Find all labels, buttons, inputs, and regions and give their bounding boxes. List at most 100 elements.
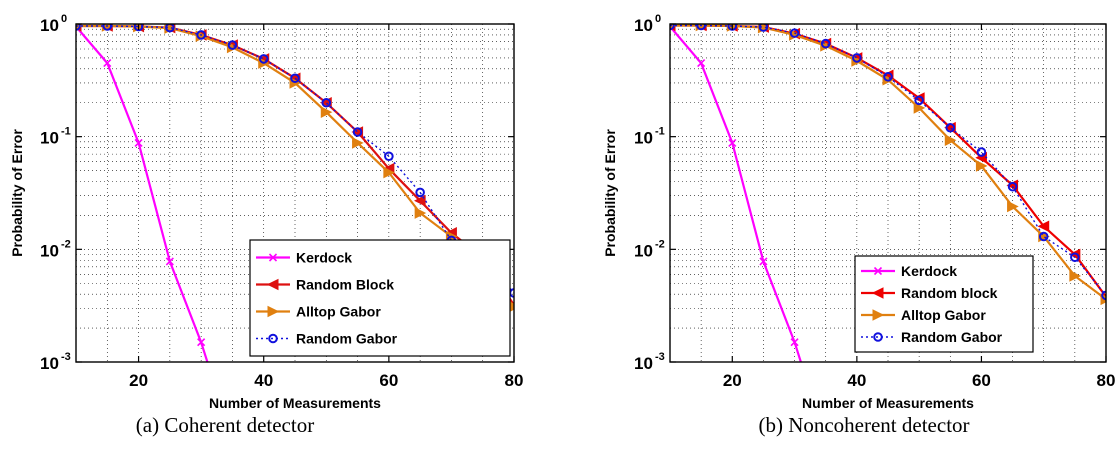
y-tick-label: 10: [634, 129, 653, 148]
x-tick-label: 80: [1097, 371, 1116, 390]
axes-frame: [669, 23, 1107, 363]
data-point: [822, 437, 829, 444]
y-tick-label: 10: [634, 241, 653, 260]
legend-marker: [268, 253, 278, 262]
data-point: [229, 437, 236, 444]
data-point: [383, 166, 395, 179]
data-point: [258, 54, 269, 64]
data-point: [976, 147, 987, 157]
data-point: [790, 338, 799, 347]
legend-label: Kerdock: [901, 263, 957, 279]
data-point: [196, 30, 206, 40]
data-point: [820, 38, 831, 49]
data-point: [320, 106, 333, 118]
y-tick-label: 10: [40, 354, 59, 373]
data-point: [384, 151, 394, 162]
data-point: [1007, 181, 1018, 192]
data-point: [76, 24, 81, 31]
x-tick-label: 60: [972, 371, 991, 390]
legend-label: Random block: [901, 285, 998, 301]
y-tick-exponent: -3: [61, 351, 71, 363]
data-point: [759, 257, 768, 266]
data-point: [728, 138, 737, 147]
x-tick-label: 40: [254, 371, 273, 390]
x-tick-label: 60: [379, 371, 398, 390]
x-axis-label: Number of Measurements: [802, 395, 974, 411]
legend-marker: [267, 305, 280, 318]
y-tick-label: 10: [40, 129, 59, 148]
y-tick-exponent: -3: [655, 351, 665, 363]
legend-marker: [871, 287, 884, 299]
data-point: [76, 24, 83, 30]
data-point: [1037, 220, 1050, 233]
data-point: [414, 194, 426, 207]
data-point: [1007, 200, 1019, 213]
y-tick-exponent: -2: [61, 238, 71, 250]
data-point: [697, 59, 706, 68]
figure-caption: (b) Noncoherent detector: [758, 413, 969, 437]
data-point: [914, 95, 924, 106]
series-group: [670, 24, 1106, 444]
data-point: [1069, 270, 1081, 282]
data-point: [134, 138, 143, 147]
data-point: [321, 97, 332, 108]
y-tick-label: 10: [634, 354, 653, 373]
data-point: [415, 187, 425, 198]
legend-label: Random Gabor: [901, 329, 1003, 345]
y-tick-label: 10: [40, 16, 59, 35]
y-tick-exponent: -2: [655, 238, 665, 250]
data-point: [1070, 252, 1080, 263]
data-point: [414, 207, 427, 219]
data-point: [944, 134, 957, 147]
legend-label: Random Gabor: [296, 331, 398, 347]
data-point: [789, 28, 800, 38]
y-axis-label: Probability of Error: [9, 129, 25, 257]
y-tick-label: 10: [634, 16, 653, 35]
legend-label: Alltop Gabor: [901, 307, 986, 323]
x-tick-label: 40: [847, 371, 866, 390]
data-point: [696, 24, 706, 31]
x-tick-label: 20: [723, 371, 742, 390]
data-point: [352, 137, 364, 149]
data-point: [913, 102, 926, 114]
x-axis-label: Number of Measurements: [209, 395, 381, 411]
y-axis-label: Probability of Error: [602, 129, 618, 257]
legend-label: Alltop Gabor: [296, 304, 381, 320]
data-point: [352, 127, 363, 137]
y-tick-label: 10: [40, 241, 59, 260]
data-point: [102, 24, 113, 31]
y-tick-exponent: -1: [655, 126, 665, 138]
data-point: [1038, 231, 1049, 242]
axes-frame: [75, 23, 515, 363]
x-tick-label: 20: [129, 371, 148, 390]
data-point: [165, 257, 174, 266]
data-point: [133, 24, 144, 32]
data-point: [165, 24, 175, 33]
y-tick-exponent: 0: [61, 13, 67, 25]
legend-marker: [873, 266, 883, 276]
x-tick-label: 80: [505, 371, 524, 390]
legend-marker: [873, 332, 883, 342]
y-tick-exponent: -1: [61, 126, 71, 138]
data-point: [227, 40, 238, 50]
legend-marker: [268, 333, 278, 344]
legend: Kerdock Random block Alltop Gabor Random Ga…: [854, 255, 1034, 353]
data-point: [852, 53, 862, 63]
legend-label: Kerdock: [296, 250, 352, 266]
legend-marker: [872, 309, 885, 321]
series-line-0: [670, 25, 802, 362]
figure-caption: (a) Coherent detector: [136, 413, 314, 437]
grid: [670, 24, 1106, 362]
data-point: [883, 71, 893, 82]
data-point: [945, 122, 956, 133]
y-tick-exponent: 0: [655, 13, 661, 25]
data-point: [197, 338, 206, 347]
data-point: [103, 59, 112, 68]
data-point: [758, 24, 769, 32]
legend-marker: [266, 278, 279, 291]
legend-label: Random Block: [296, 277, 394, 293]
data-point: [290, 73, 300, 84]
